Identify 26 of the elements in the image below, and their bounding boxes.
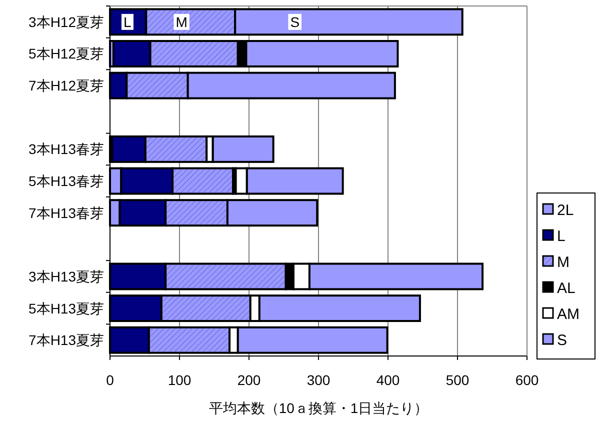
y-tick-label: 5本H12夏芽 (28, 46, 104, 62)
y-tick-label: 5本H13春芽 (28, 173, 104, 189)
annotation: L (123, 14, 132, 30)
annotation: M (176, 14, 188, 30)
y-tick-label: 5本H13夏芽 (28, 300, 104, 316)
x-tick-label: 0 (106, 372, 114, 388)
x-tick-label: 500 (446, 372, 470, 388)
legend-label: M (557, 254, 570, 271)
legend-label: 2L (557, 202, 574, 219)
y-tick-label: 3本H13春芽 (28, 141, 104, 158)
x-tick-label: 300 (306, 372, 330, 388)
y-tick-label: 3本H13夏芽 (28, 268, 104, 284)
legend-label: AL (557, 280, 576, 297)
legend-label: AM (557, 306, 580, 323)
legend-label: L (557, 228, 566, 245)
x-tick-label: 400 (376, 372, 400, 388)
y-tick-label: 7本H12夏芽 (28, 78, 104, 94)
y-tick-label: 7本H13夏芽 (28, 332, 104, 348)
legend-label: S (557, 332, 568, 349)
annotation: S (290, 14, 300, 30)
x-axis-title: 平均本数（10ａ換算・1日当たり） (208, 400, 428, 416)
y-tick-label: 7本H13春芽 (28, 204, 104, 221)
x-tick-label: 600 (515, 372, 539, 388)
y-tick-label: 3本H12夏芽 (28, 14, 104, 30)
x-tick-label: 200 (237, 372, 261, 388)
x-tick-label: 100 (168, 372, 192, 388)
